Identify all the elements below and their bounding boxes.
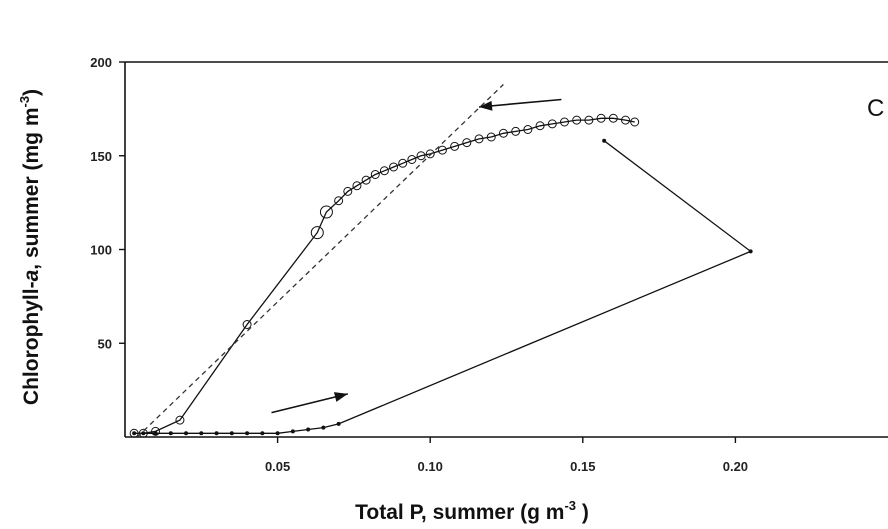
data-point-dot xyxy=(602,138,607,143)
data-point-circle xyxy=(352,181,362,191)
data-point-circle xyxy=(343,186,353,196)
x-axis-title-sup: -3 xyxy=(564,498,576,513)
x-axis-title: Total P, summer (g m-3 ) xyxy=(355,498,589,524)
data-point-circle xyxy=(379,166,389,176)
data-point-dot xyxy=(306,427,311,432)
data-point-circle xyxy=(621,115,631,125)
data-point-circle xyxy=(151,426,161,436)
data-point-circle xyxy=(462,138,472,148)
y-axis-title-sup: -3 xyxy=(17,96,32,108)
data-point-circle xyxy=(129,428,139,438)
y-axis-title-italic: a xyxy=(20,269,43,281)
data-point-dot xyxy=(748,249,753,254)
y-tick-label: 150 xyxy=(90,149,112,164)
data-point-dot xyxy=(290,429,295,434)
series-line-1 xyxy=(134,140,752,434)
y-tick-label: 50 xyxy=(98,336,112,351)
data-point-circle xyxy=(389,162,399,172)
data-point-circle xyxy=(523,125,533,134)
data-point-circle xyxy=(559,117,569,127)
data-point-circle xyxy=(572,115,582,125)
data-point-dot xyxy=(275,431,280,436)
data-point-circle xyxy=(361,175,371,185)
y-axis-title-end: ) xyxy=(20,89,43,96)
x-axis-title-main: Total P, summer (g m xyxy=(355,501,564,524)
plot-area xyxy=(124,61,888,438)
data-point-dot xyxy=(214,431,219,436)
data-point-circle xyxy=(547,119,557,129)
data-point-circle xyxy=(608,113,618,123)
data-point-circle xyxy=(416,151,426,161)
data-point-dot xyxy=(168,431,173,436)
data-point-circle xyxy=(437,145,447,155)
data-point-circle xyxy=(596,113,606,123)
x-ticks: 0.05 0.10 0.15 0.20 xyxy=(265,437,748,474)
data-point-circle xyxy=(486,132,496,142)
data-point-circle xyxy=(584,115,594,125)
data-point-circle xyxy=(398,158,408,168)
data-point-circle xyxy=(319,205,333,219)
y-ticks: 50 100 150 200 xyxy=(90,55,125,351)
arrow-shaft xyxy=(478,98,562,108)
series-layer xyxy=(129,84,753,438)
data-point-circle xyxy=(407,155,417,164)
data-point-circle xyxy=(138,428,148,438)
x-tick-label: 0.20 xyxy=(723,459,748,474)
data-point-dot xyxy=(245,431,250,436)
data-point-circle xyxy=(511,126,521,136)
data-point-circle xyxy=(334,196,344,206)
y-tick-label: 200 xyxy=(90,55,112,70)
data-point-dot xyxy=(132,431,137,436)
data-point-circle xyxy=(370,170,380,179)
data-point-circle xyxy=(242,320,252,329)
series-line-2 xyxy=(134,117,635,434)
x-axis-title-end: ) xyxy=(576,501,589,524)
data-point-dot xyxy=(336,421,341,426)
x-tick-label: 0.05 xyxy=(265,459,290,474)
data-point-dot xyxy=(260,431,265,436)
data-point-dot xyxy=(199,431,204,436)
panel-label: C xyxy=(867,95,884,122)
data-point-circle xyxy=(535,121,545,131)
data-point-circle xyxy=(450,141,460,151)
data-point-dot xyxy=(321,425,326,430)
data-point-circle xyxy=(175,415,185,425)
data-point-circle xyxy=(425,149,435,159)
data-point-circle xyxy=(630,117,640,127)
data-point-dot xyxy=(229,431,234,436)
y-axis-title-main: Chlorophyll- xyxy=(20,281,43,405)
x-tick-label: 0.15 xyxy=(570,459,595,474)
data-point-circle xyxy=(498,128,508,138)
arrow-shaft xyxy=(271,393,348,414)
y-axis-title-rest: , summer (mg m xyxy=(20,108,43,270)
dashed-trend-line xyxy=(136,84,504,438)
data-point-circle xyxy=(310,226,324,240)
arrow-head xyxy=(479,100,493,111)
data-point-circle xyxy=(474,134,484,144)
data-point-dot xyxy=(153,431,158,436)
arrow-head xyxy=(333,392,348,402)
y-tick-label: 100 xyxy=(90,243,112,258)
data-point-dot xyxy=(184,431,189,436)
annotation-layer xyxy=(271,98,562,414)
y-axis-title: Chlorophyll-a, summer (mg m-3) xyxy=(17,89,43,405)
x-tick-label: 0.10 xyxy=(418,459,443,474)
